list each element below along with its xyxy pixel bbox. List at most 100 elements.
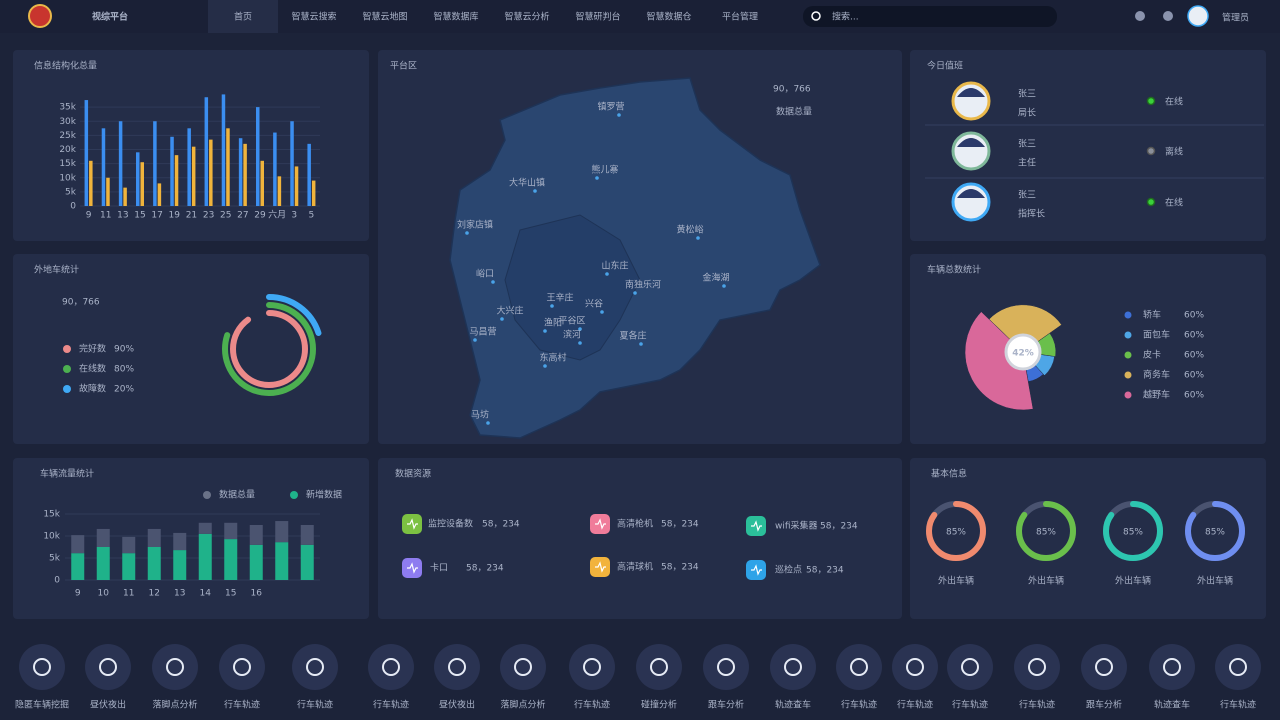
place-dot	[595, 176, 599, 180]
resource-name: 监控设备数	[428, 518, 473, 530]
place-dot	[578, 341, 582, 345]
x-tick-label: 25	[220, 211, 231, 221]
tool-label: 跟车分析	[708, 699, 744, 711]
search-box[interactable]	[803, 6, 1057, 27]
tool-button[interactable]: 轨迹查车	[1149, 644, 1195, 711]
resource-name: wifi采集器	[775, 520, 818, 532]
legend-name: 越野车	[1143, 389, 1170, 401]
nav-item[interactable]: 首页	[234, 11, 252, 23]
tool-button[interactable]: 昼伏夜出	[85, 644, 131, 711]
tool-label: 行车轨迹	[224, 699, 260, 711]
legend-name: 商务车	[1143, 369, 1170, 381]
tool-button[interactable]: 行车轨迹	[1215, 644, 1261, 711]
gauge-label: 85%	[946, 528, 966, 538]
tool-label: 行车轨迹	[952, 699, 988, 711]
avatar-cap	[957, 88, 985, 97]
tool-button[interactable]: 行车轨迹	[892, 644, 938, 711]
tool-circle	[1081, 644, 1127, 690]
avatar[interactable]	[1187, 5, 1209, 27]
map-total-label: 数据总量	[776, 106, 812, 118]
tool-label: 行车轨迹	[1220, 699, 1256, 711]
tool-label: 行车轨迹	[1019, 699, 1055, 711]
resource-count: 58，234	[466, 564, 504, 574]
person-name: 张三	[1018, 190, 1036, 201]
status-dot	[1146, 96, 1156, 106]
ring-arc	[222, 302, 316, 396]
tool-button[interactable]: 行车轨迹	[292, 644, 338, 711]
nav-item[interactable]: 智慧数据库	[433, 11, 478, 23]
tool-circle	[219, 644, 265, 690]
total-number: 90，766	[62, 298, 100, 308]
nav-item[interactable]: 智慧数据仓	[646, 11, 691, 23]
place-dot	[500, 317, 504, 321]
bar-segment	[198, 533, 212, 580]
gauge-label: 85%	[1036, 528, 1056, 538]
panel-title: 外地车统计	[34, 264, 79, 276]
tool-glyph	[583, 658, 601, 676]
resource-glyph	[407, 518, 418, 530]
tool-button[interactable]: 跟车分析	[703, 644, 749, 711]
place-label: 南独乐河	[625, 279, 661, 291]
bar	[260, 160, 264, 206]
bar	[273, 132, 277, 206]
tool-button[interactable]: 行车轨迹	[1014, 644, 1060, 711]
legend-dot	[1124, 331, 1132, 339]
tool-button[interactable]: 行车轨迹	[569, 644, 615, 711]
tool-button[interactable]: 轨迹查车	[770, 644, 816, 711]
bar	[174, 155, 179, 206]
resource-name: 巡检点	[775, 564, 802, 576]
place-dot	[605, 272, 609, 276]
resource-count: 58，234	[482, 520, 520, 530]
ring-arc	[214, 294, 324, 404]
bar	[221, 94, 226, 206]
tool-label: 落脚点分析	[152, 699, 197, 711]
x-tick-label: 10	[98, 589, 110, 599]
tool-button[interactable]: 碰撞分析	[636, 644, 682, 711]
bar-segment	[224, 539, 238, 580]
legend-value: 60%	[1184, 311, 1204, 321]
nav-item[interactable]: 智慧云分析	[504, 11, 549, 23]
tool-glyph	[650, 658, 668, 676]
tool-button[interactable]: 行车轨迹	[947, 644, 993, 711]
nav-item[interactable]: 智慧研判台	[575, 11, 620, 23]
place-label: 王辛庄	[546, 292, 573, 304]
bar	[290, 121, 294, 206]
tool-button[interactable]: 落脚点分析	[152, 644, 198, 711]
tool-label: 行车轨迹	[297, 699, 333, 711]
y-tick-label: 35k	[59, 103, 76, 113]
bar	[153, 121, 157, 206]
chat-icon[interactable]	[1163, 11, 1173, 21]
tool-button[interactable]: 行车轨迹	[219, 644, 265, 711]
search-icon	[811, 11, 821, 21]
app-title: 视综平台	[92, 11, 128, 23]
place-dot	[696, 236, 700, 240]
nav-item[interactable]: 智慧云地图	[362, 11, 407, 23]
place-dot	[617, 113, 621, 117]
user-name: 管理员	[1222, 12, 1249, 24]
tool-button[interactable]: 隐匿车辆挖掘	[15, 644, 69, 711]
bar	[277, 176, 282, 206]
bell-icon[interactable]	[1135, 11, 1145, 21]
tool-button[interactable]: 行车轨迹	[836, 644, 882, 711]
y-tick-label: 5k	[49, 554, 61, 564]
tool-button[interactable]: 落脚点分析	[500, 644, 546, 711]
tool-button[interactable]: 昼伏夜出	[434, 644, 480, 711]
legend-dot	[1124, 371, 1132, 379]
tool-button[interactable]: 行车轨迹	[368, 644, 414, 711]
nav-item[interactable]: 智慧云搜索	[291, 11, 336, 23]
x-tick-label: 27	[237, 211, 248, 221]
tool-glyph	[717, 658, 735, 676]
tool-circle	[947, 644, 993, 690]
resource-glyph	[751, 564, 762, 576]
bar	[118, 121, 123, 206]
place-dot	[543, 364, 547, 368]
x-tick-label: 15	[134, 211, 145, 221]
x-tick-label: 9	[86, 211, 92, 221]
tool-button[interactable]: 跟车分析	[1081, 644, 1127, 711]
nav-item[interactable]: 平台管理	[722, 11, 758, 23]
bar	[170, 136, 174, 206]
panel-title: 基本信息	[931, 468, 967, 480]
legend-name: 轿车	[1143, 309, 1161, 321]
rose-segment	[988, 304, 1062, 353]
ring-arc	[230, 310, 308, 388]
